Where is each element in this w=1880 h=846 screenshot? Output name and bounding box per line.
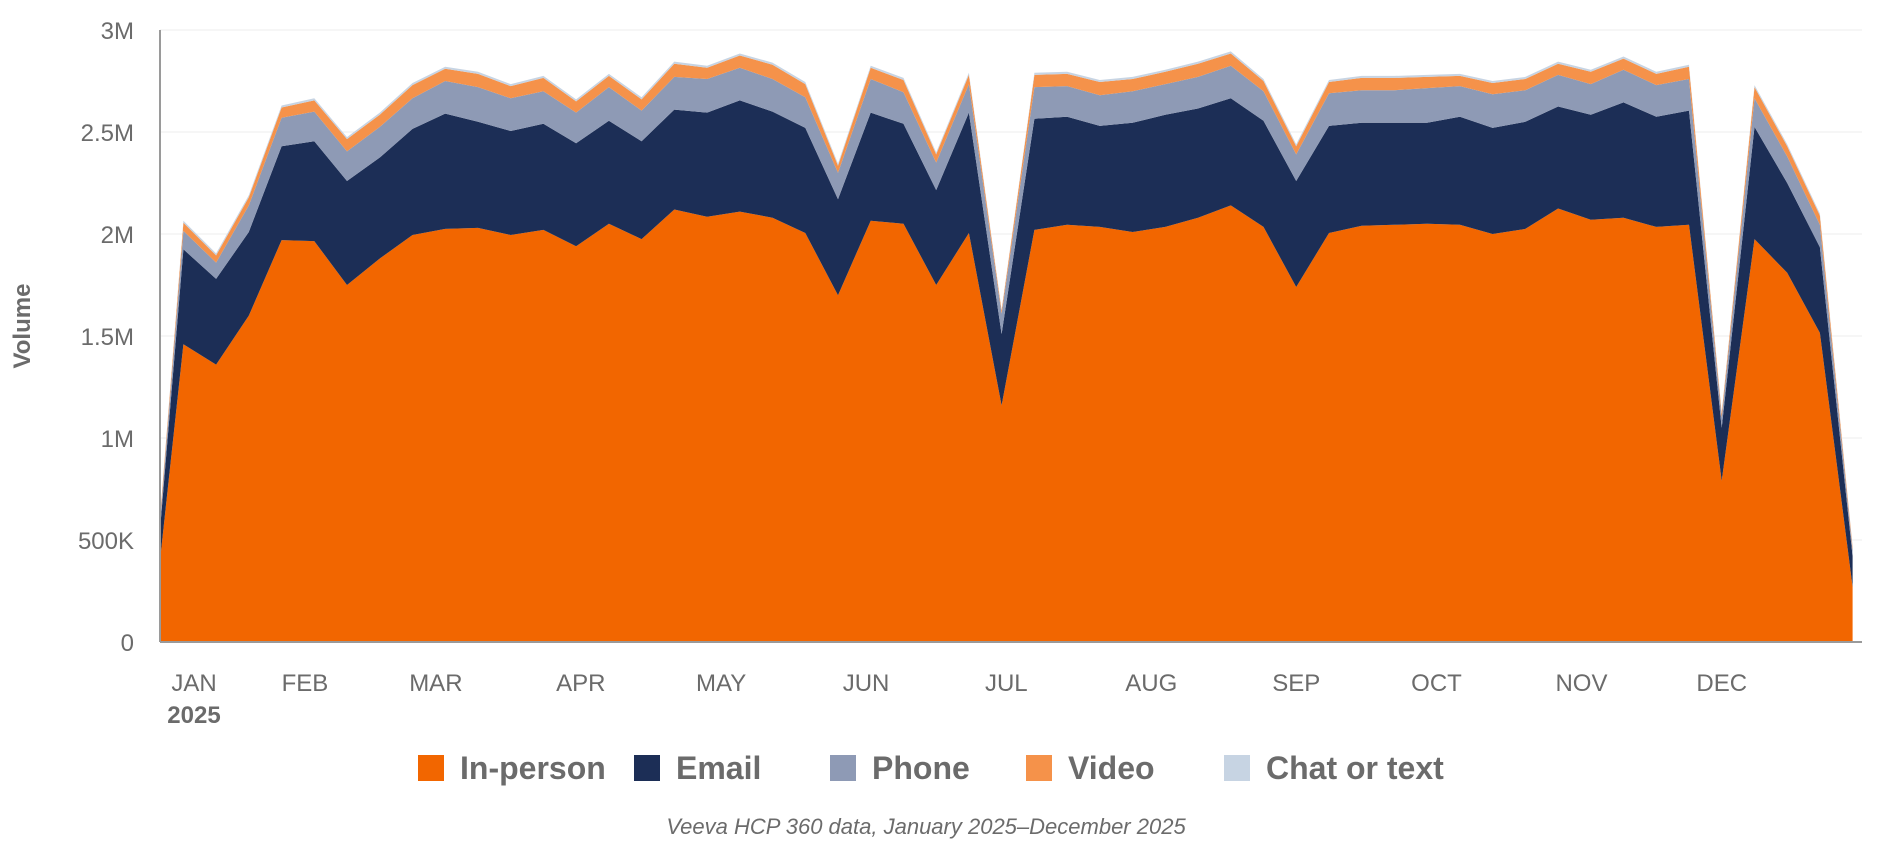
x-tick-label: NOV — [1555, 670, 1607, 697]
series-areas — [160, 51, 1853, 642]
y-tick-label: 1M — [101, 426, 134, 453]
area-email — [160, 98, 1853, 587]
legend-swatch-email — [634, 755, 660, 781]
x-tick-label: DEC — [1696, 670, 1747, 697]
x-tick-label: MAY — [696, 670, 746, 697]
x-tick-label: OCT — [1411, 670, 1462, 697]
y-tick-label: 0 — [121, 630, 134, 657]
x-tick-label: SEP — [1272, 670, 1320, 697]
y-tick-labels: 0 500K 1M 1.5M 2M 2.5M 3M — [78, 18, 134, 657]
legend-swatch-phone — [830, 755, 856, 781]
x-axis-year-label: 2025 — [167, 702, 220, 729]
legend-label-video: Video — [1068, 750, 1155, 786]
y-tick-label: 2.5M — [81, 120, 134, 147]
legend-swatch-in-person — [418, 755, 444, 781]
legend-label-in-person: In-person — [460, 750, 606, 786]
x-tick-label: APR — [556, 670, 605, 697]
legend-label-email: Email — [676, 750, 761, 786]
y-tick-label: 3M — [101, 18, 134, 45]
legend-label-phone: Phone — [872, 750, 970, 786]
legend-swatch-chat-or-text — [1224, 755, 1250, 781]
legend: In-person Email Phone Video Chat or text — [418, 750, 1444, 786]
source-note: Veeva HCP 360 data, January 2025–Decembe… — [666, 814, 1186, 839]
y-axis-label: Volume — [9, 284, 36, 369]
y-tick-label: 500K — [78, 528, 134, 555]
y-tick-label: 1.5M — [81, 324, 134, 351]
x-tick-label: MAR — [409, 670, 462, 697]
x-tick-label: FEB — [282, 670, 329, 697]
x-tick-labels: JAN FEB MAR APR MAY JUN JUL AUG SEP OCT NOV DEC — [171, 670, 1747, 697]
area-in-person — [160, 205, 1853, 642]
x-tick-label: AUG — [1125, 670, 1177, 697]
axes — [159, 30, 1862, 643]
x-tick-label: JUL — [985, 670, 1028, 697]
legend-label-chat-or-text: Chat or text — [1266, 750, 1444, 786]
legend-swatch-video — [1026, 755, 1052, 781]
x-tick-label: JAN — [171, 670, 216, 697]
x-tick-label: JUN — [843, 670, 890, 697]
y-tick-label: 2M — [101, 222, 134, 249]
